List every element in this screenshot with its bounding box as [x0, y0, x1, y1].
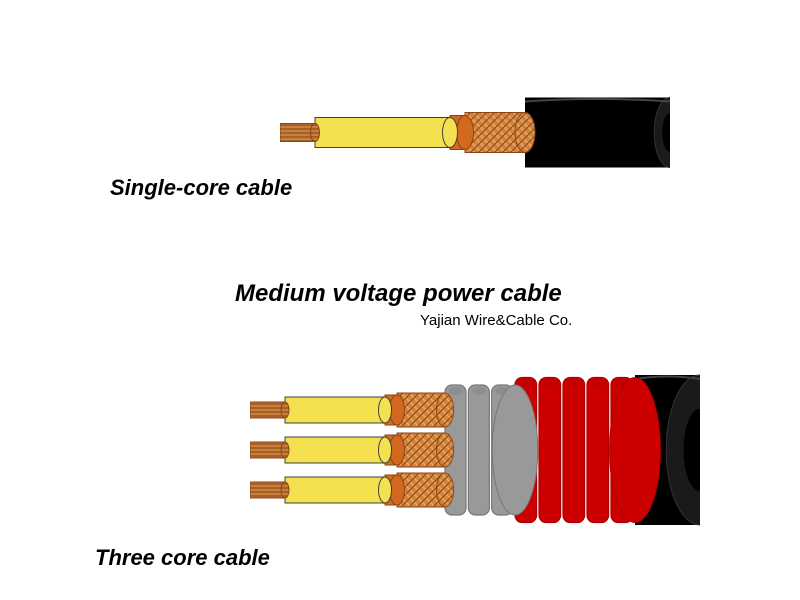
- single-core-cable-diagram: [280, 95, 670, 170]
- diagram-title: Medium voltage power cable: [235, 280, 562, 308]
- three-core-cable-diagram: [250, 370, 700, 530]
- company-name: Yajian Wire&Cable Co.: [420, 312, 572, 329]
- single-core-label: Single-core cable: [110, 175, 292, 201]
- three-core-label: Three core cable: [95, 545, 270, 571]
